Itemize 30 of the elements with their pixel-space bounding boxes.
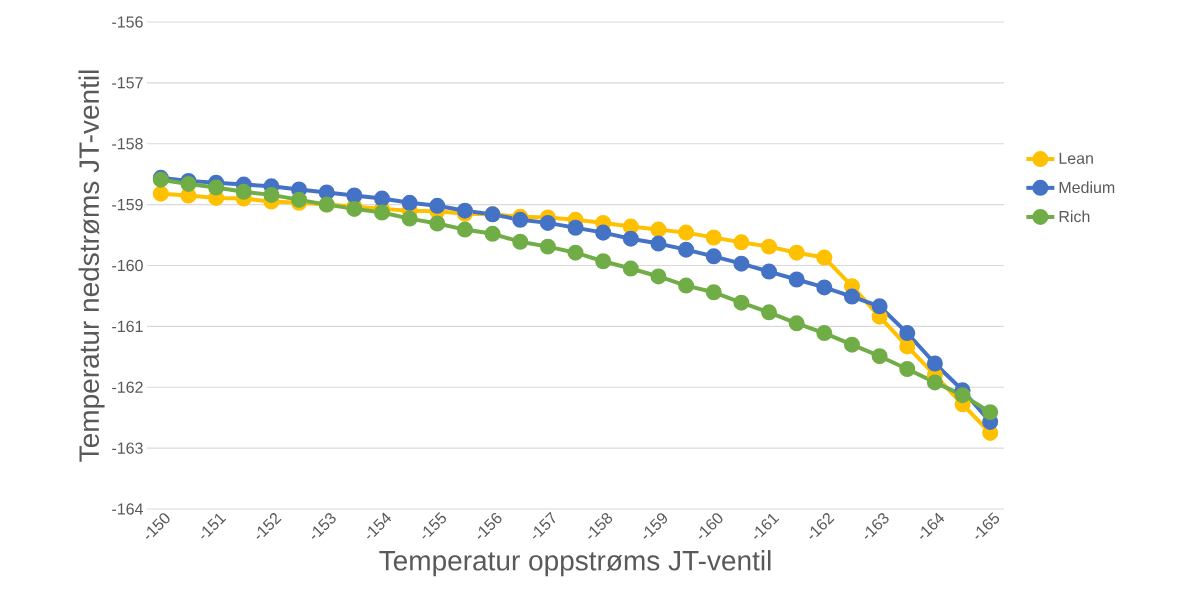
y-tick-label: -164 [112,503,143,515]
x-tick-label: -155 [422,512,447,539]
x-tick-label: -152 [256,513,282,539]
y-tick-label: -156 [112,16,143,28]
x-tick-label: -154 [367,512,392,539]
x-tick-label: -157 [532,511,556,539]
y-tick-label: -159 [112,198,143,211]
x-tick-label: -160 [698,513,723,539]
x-tick-label: -163 [864,513,889,539]
legend-label: Medium [1059,181,1115,194]
y-tick-label: -161 [112,320,143,333]
x-tick-label: -150 [145,513,170,539]
x-tick-label: -156 [477,513,502,539]
y-axis-title: Temperatur nedstrøms JT-ventil [78,70,105,462]
x-tick-label: -151 [201,513,227,539]
x-tick-label: -161 [754,513,780,539]
x-tick-label: -158 [588,513,613,539]
x-tick-label: -159 [643,513,667,539]
x-tick-label: -153 [311,513,336,539]
legend-label: Rich [1059,210,1090,223]
x-tick-label: -164 [920,512,945,539]
y-tick-label: -163 [112,442,143,454]
y-tick-label: -162 [112,381,143,393]
x-tick-label: -162 [809,513,835,539]
x-tick-label: -165 [975,512,1000,539]
y-tick-label: -157 [112,77,143,89]
legend-label: Lean [1059,152,1093,164]
y-tick-label: -160 [112,259,143,272]
y-tick-label: -158 [112,138,143,150]
x-axis-title: Temperatur oppstrøms JT-ventil [379,550,771,577]
